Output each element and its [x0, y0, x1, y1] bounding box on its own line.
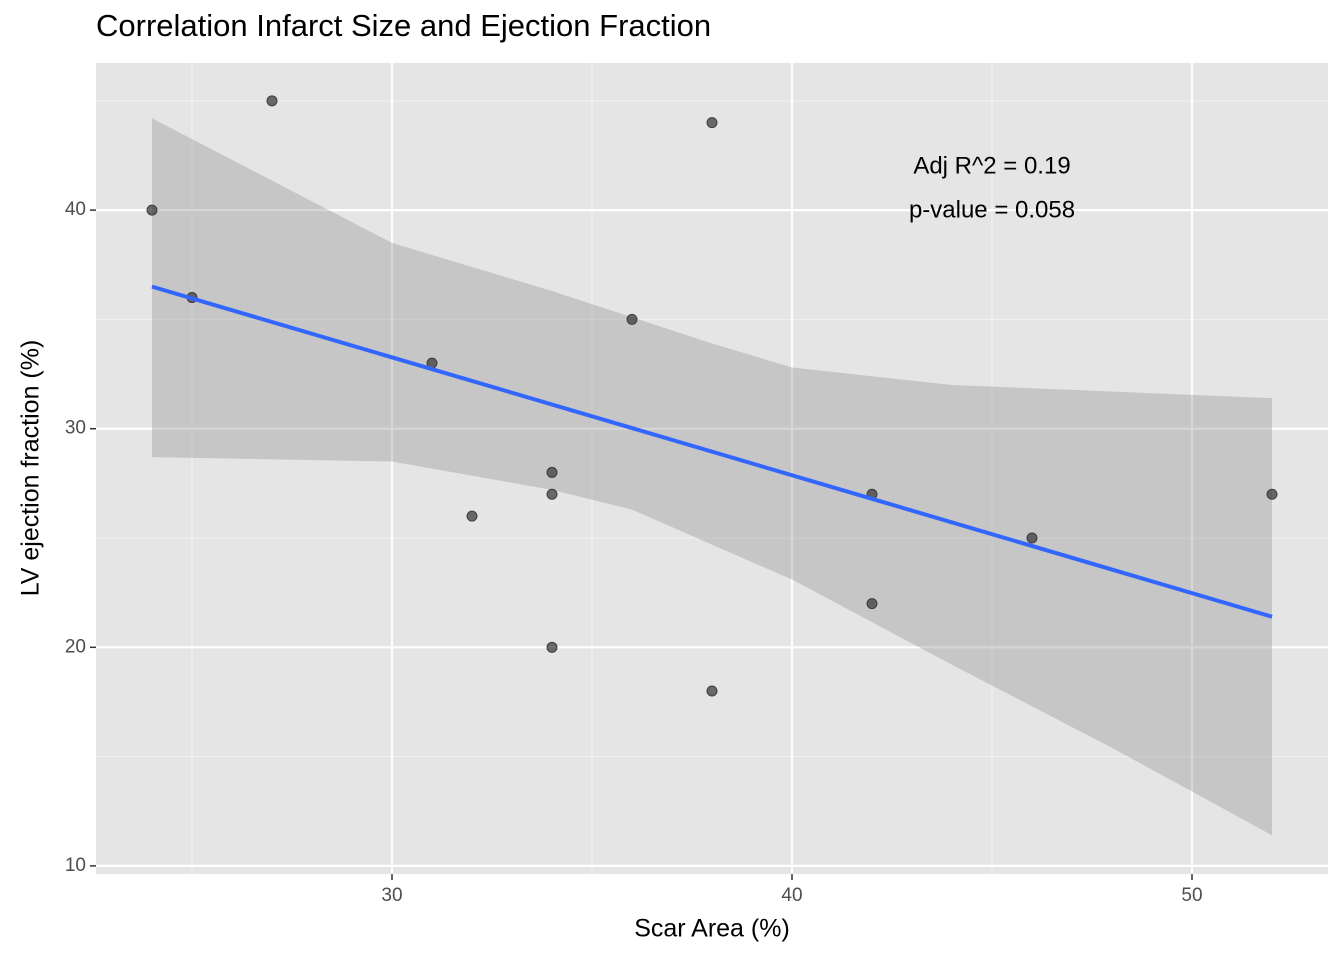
x-tick-label: 40 — [781, 885, 802, 906]
point — [626, 313, 638, 325]
y-axis-title: LV ejection fraction (%) — [17, 340, 45, 597]
confidence-band — [152, 118, 1272, 836]
point — [1026, 532, 1038, 544]
fit-line — [151, 284, 1273, 619]
point — [1266, 488, 1278, 500]
x-tick-label: 30 — [381, 885, 402, 906]
y-tick-label: 20 — [65, 636, 86, 657]
annotation: p-value = 0.058 — [909, 196, 1075, 223]
x-axis-title: Scar Area (%) — [634, 915, 790, 943]
point — [706, 685, 718, 697]
point — [866, 598, 878, 610]
point — [546, 488, 558, 500]
y-tick-label: 10 — [65, 855, 86, 876]
point — [466, 510, 478, 522]
panel — [96, 63, 1328, 874]
plot-layer: 30 40 50 10 20 30 40 — [65, 63, 1328, 906]
point — [546, 466, 558, 478]
point — [146, 204, 158, 216]
chart-title: Correlation Infarct Size and Ejection Fr… — [96, 8, 711, 43]
annotation: Adj R^2 = 0.19 — [913, 152, 1070, 179]
y-tick-label: 30 — [65, 418, 86, 439]
point — [546, 641, 558, 653]
point — [266, 95, 278, 107]
x-tick-label: 50 — [1181, 885, 1202, 906]
point — [706, 117, 718, 129]
y-tick-label: 40 — [65, 199, 86, 220]
